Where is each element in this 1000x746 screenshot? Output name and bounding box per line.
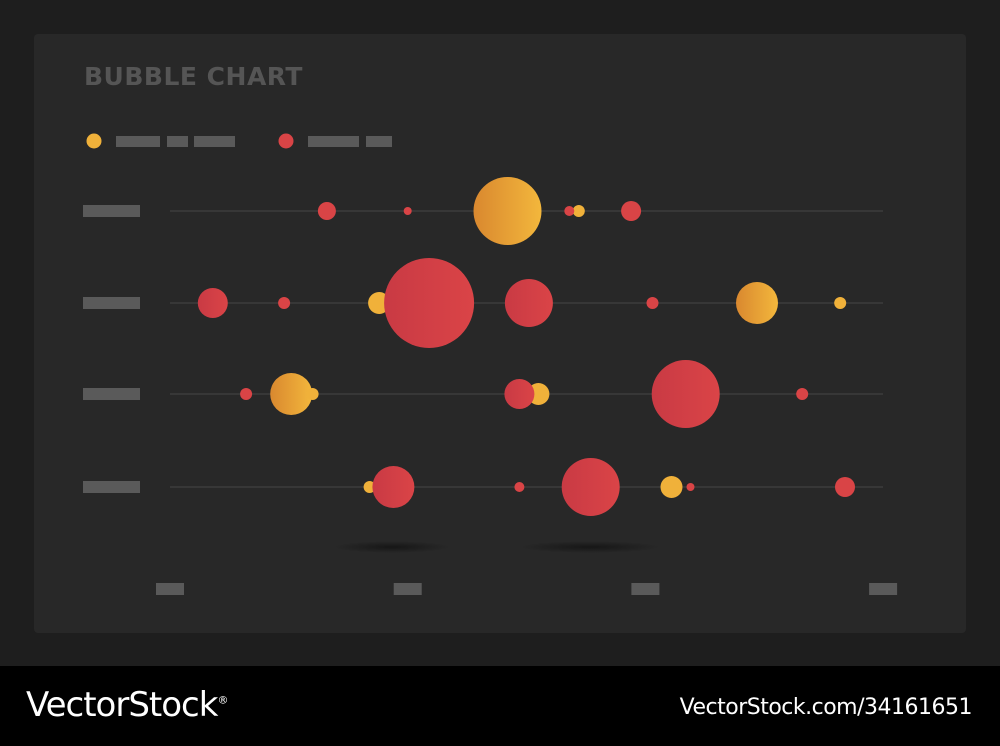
bubble-yellow-1 bbox=[473, 177, 542, 245]
legend-label-placeholder bbox=[167, 136, 188, 147]
bubble-red-5 bbox=[197, 288, 228, 318]
chart-title: BUBBLE CHART bbox=[84, 62, 303, 91]
bubble-yellow-5 bbox=[834, 297, 847, 309]
legend-marker-yellow bbox=[86, 133, 102, 149]
row-label-placeholder-2 bbox=[83, 297, 140, 309]
bubble-red-7 bbox=[384, 258, 475, 348]
bubble-red-14 bbox=[372, 466, 415, 508]
bubble-red-11 bbox=[504, 379, 535, 409]
row-label-placeholder-1 bbox=[83, 205, 140, 217]
bubble-red-9 bbox=[646, 297, 659, 309]
shadow-ellipse bbox=[334, 541, 450, 553]
bubble-yellow-2 bbox=[572, 205, 585, 217]
brand-mark: ® bbox=[217, 693, 228, 707]
bubble-red-8 bbox=[504, 279, 553, 327]
bubble-red-1 bbox=[317, 202, 336, 220]
x-tick-placeholder-2 bbox=[393, 583, 422, 595]
legend-label-placeholder bbox=[308, 136, 359, 147]
bubble-red-17 bbox=[686, 483, 695, 491]
bubble-red-10 bbox=[240, 388, 253, 400]
bubble-red-6 bbox=[278, 297, 291, 309]
x-tick-placeholder-1 bbox=[156, 583, 184, 595]
brand-logo: VectorStock® bbox=[26, 685, 228, 725]
bubble-red-3 bbox=[564, 206, 575, 216]
bubble-chart bbox=[83, 133, 898, 595]
bubble-red-15 bbox=[514, 482, 525, 492]
bubble-red-12 bbox=[651, 360, 720, 428]
bubble-red-4 bbox=[621, 201, 642, 221]
x-tick-placeholder-3 bbox=[631, 583, 660, 595]
stock-url: VectorStock.com/34161651 bbox=[679, 695, 973, 720]
bubble-yellow-6 bbox=[270, 373, 313, 415]
chart-card bbox=[34, 34, 966, 633]
bubble-yellow-7 bbox=[306, 388, 319, 400]
chart-legend bbox=[86, 133, 392, 149]
decorative-shadows bbox=[334, 541, 660, 553]
bubble-red-2 bbox=[403, 207, 412, 215]
bubble-yellow-4 bbox=[736, 282, 778, 324]
row-label-placeholder-3 bbox=[83, 388, 140, 400]
bubble-red-13 bbox=[796, 388, 809, 400]
bubble-yellow-9 bbox=[363, 481, 376, 493]
bubble-yellow-10 bbox=[660, 476, 683, 498]
x-axis-ticks bbox=[156, 583, 898, 595]
shadow-ellipse bbox=[520, 541, 660, 553]
legend-label-placeholder bbox=[194, 136, 235, 147]
row-grid bbox=[83, 205, 883, 493]
x-tick-placeholder-4 bbox=[869, 583, 898, 595]
bubble-layer bbox=[197, 177, 855, 516]
row-label-placeholder-4 bbox=[83, 481, 140, 493]
legend-marker-red bbox=[278, 133, 294, 149]
bubble-red-16 bbox=[561, 458, 620, 516]
footer-bar bbox=[0, 666, 1000, 746]
bubble-red-18 bbox=[835, 477, 855, 497]
legend-label-placeholder bbox=[116, 136, 160, 147]
legend-label-placeholder bbox=[366, 136, 392, 147]
brand-name: VectorStock bbox=[26, 685, 218, 725]
